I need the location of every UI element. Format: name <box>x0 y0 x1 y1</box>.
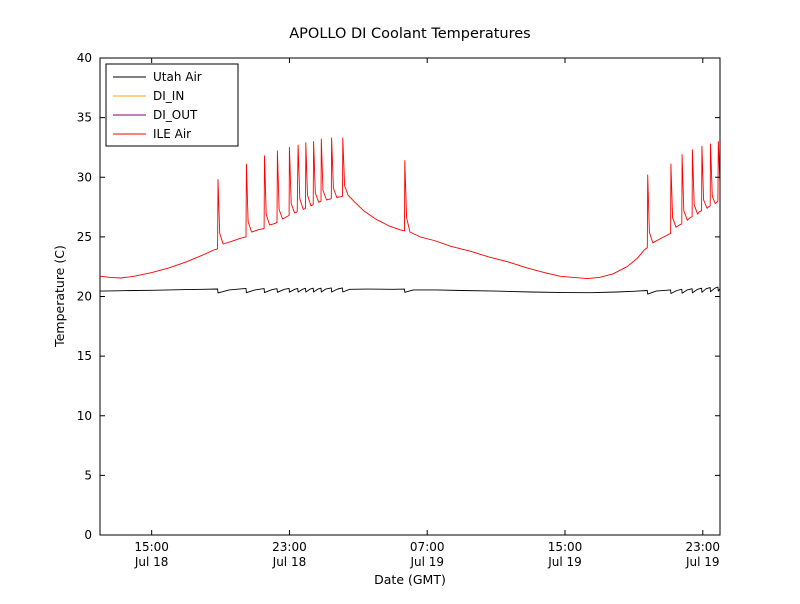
y-tick-label: 30 <box>77 170 92 184</box>
x-tick-label-time: 07:00 <box>410 540 445 554</box>
x-tick-label-date: Jul 19 <box>409 555 444 569</box>
legend-label: Utah Air <box>153 70 202 84</box>
x-tick-label-time: 15:00 <box>134 540 169 554</box>
x-tick-label-date: Jul 18 <box>272 555 307 569</box>
chart-title: APOLLO DI Coolant Temperatures <box>289 26 530 42</box>
x-tick-label-date: Jul 19 <box>685 555 720 569</box>
y-tick-label: 5 <box>84 468 92 482</box>
y-tick-label: 0 <box>84 528 92 542</box>
y-tick-label: 40 <box>77 51 92 65</box>
x-axis-label: Date (GMT) <box>374 572 446 587</box>
y-tick-label: 20 <box>77 290 92 304</box>
series-line-utah-air <box>100 286 720 295</box>
series-line-ile-air <box>100 137 720 280</box>
legend-label: DI_OUT <box>153 108 198 122</box>
y-tick-label: 15 <box>77 349 92 363</box>
x-tick-label-time: 23:00 <box>272 540 307 554</box>
x-tick-label-date: Jul 19 <box>547 555 582 569</box>
legend-label: DI_IN <box>153 89 184 103</box>
x-tick-label-time: 15:00 <box>548 540 583 554</box>
legend-box <box>105 63 239 147</box>
y-tick-label: 10 <box>77 409 92 423</box>
x-tick-label-time: 23:00 <box>685 540 720 554</box>
y-tick-label: 25 <box>77 230 92 244</box>
y-tick-label: 35 <box>77 111 92 125</box>
x-tick-label-date: Jul 18 <box>134 555 169 569</box>
legend-label: ILE Air <box>153 127 191 141</box>
y-axis-label: Temperature (C) <box>52 245 67 348</box>
